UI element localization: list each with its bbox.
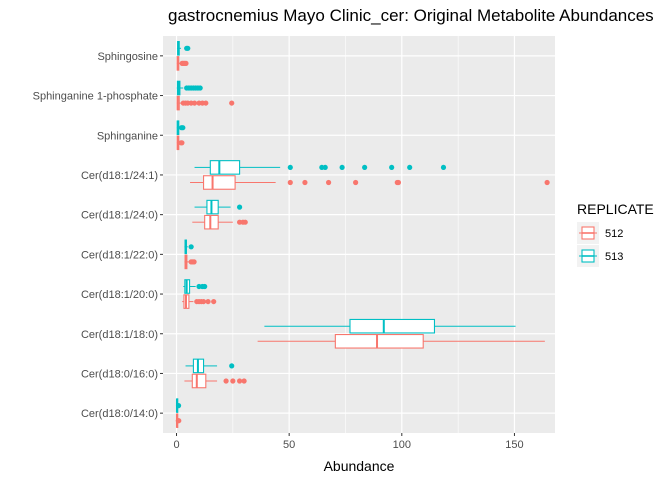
plot-panel — [163, 36, 555, 433]
box-512-5 — [192, 214, 248, 230]
legend-title: REPLICATE — [577, 201, 654, 217]
outlier-point — [236, 378, 243, 384]
box-iqr — [209, 160, 241, 175]
outlier-point — [211, 298, 217, 305]
outlier-point — [362, 164, 368, 171]
y-tick-label: Cer(d18:1/20:0) — [81, 289, 158, 301]
outlier-point — [180, 125, 186, 131]
box-513-4 — [194, 160, 447, 175]
outlier-point — [544, 179, 550, 186]
x-tick-label: 50 — [283, 439, 295, 451]
y-tick-label: Sphinganine 1-phosphate — [33, 91, 158, 103]
outlier-point — [241, 378, 247, 384]
outlier-point — [176, 418, 182, 424]
outlier-point — [407, 164, 413, 171]
y-tick-label: Cer(d18:1/24:1) — [81, 170, 158, 182]
x-axis-labels: 0 50 100 150 — [173, 433, 524, 451]
y-axis-labels: Sphingosine Sphinganine 1-phosphate Sphing… — [33, 51, 163, 420]
y-tick-label: Sphinganine — [97, 130, 158, 142]
x-tick-label: 100 — [393, 439, 411, 451]
outlier-point — [183, 60, 189, 66]
x-tick-label: 150 — [505, 439, 523, 451]
box-512-1 — [176, 56, 189, 71]
box-513-1 — [176, 41, 191, 56]
outlier-point — [223, 378, 229, 384]
box-iqr — [203, 175, 236, 190]
outlier-point — [191, 100, 198, 106]
outlier-point — [440, 164, 447, 171]
box-512-3 — [176, 135, 185, 151]
outlier-point — [197, 85, 203, 91]
box-512-4 — [190, 175, 550, 190]
outlier-point — [185, 45, 191, 51]
box-iqr — [204, 214, 219, 230]
outlier-point — [205, 298, 211, 305]
legend-key-512: 512 — [577, 222, 623, 244]
box-513-2 — [176, 80, 203, 96]
outlier-point — [203, 100, 209, 106]
box-513-9 — [185, 358, 235, 374]
y-tick-label: Cer(d18:0/16:0) — [81, 368, 158, 380]
x-tick-label: 0 — [173, 439, 179, 451]
outlier-point — [287, 164, 293, 171]
panel-background — [163, 36, 555, 433]
box-iqr — [349, 318, 436, 334]
outlier-point — [339, 164, 345, 171]
box-513-6 — [184, 239, 194, 255]
outlier-point — [353, 179, 359, 186]
chart-title: gastrocnemius Mayo Clinic_cer: Original … — [168, 6, 654, 25]
outlier-point — [325, 179, 332, 186]
outlier-point — [188, 244, 194, 250]
outlier-point — [395, 179, 402, 186]
box-513-3 — [176, 120, 186, 136]
outlier-point — [242, 219, 248, 225]
outlier-point — [230, 378, 236, 384]
y-tick-label: Cer(d18:1/18:0) — [81, 329, 158, 341]
outlier-point — [200, 298, 207, 305]
y-tick-label: Cer(d18:1/24:0) — [81, 210, 158, 222]
legend-label: 512 — [605, 228, 623, 240]
box-513-8 — [264, 318, 516, 334]
outlier-point — [179, 140, 185, 146]
box-513-5 — [194, 199, 243, 215]
legend-key-513: 513 — [577, 245, 623, 267]
box-iqr — [334, 333, 424, 349]
y-tick-label: Cer(d18:1/22:0) — [81, 249, 158, 261]
box-512-7 — [182, 294, 217, 309]
outlier-point — [236, 204, 243, 210]
outlier-point — [287, 179, 293, 186]
outlier-point — [302, 179, 308, 186]
box-513-7 — [183, 279, 208, 294]
box-512-9 — [184, 373, 247, 389]
outlier-point — [322, 164, 328, 171]
box-iqr — [191, 373, 207, 389]
box-513-10 — [175, 398, 182, 413]
box-512-8 — [257, 333, 545, 349]
legend-label: 513 — [605, 251, 623, 263]
y-tick-label: Sphingosine — [97, 51, 158, 63]
outlier-point — [191, 259, 197, 265]
outlier-point — [175, 403, 182, 409]
outlier-point — [229, 363, 235, 369]
box-512-10 — [175, 413, 182, 428]
box-512-6 — [184, 254, 197, 270]
outlier-point — [229, 100, 235, 106]
x-axis-title: Abundance — [324, 458, 395, 474]
box-iqr — [206, 199, 219, 215]
box-512-2 — [176, 95, 235, 111]
outlier-point — [202, 283, 208, 290]
outlier-point — [389, 164, 395, 171]
legend: REPLICATE 512 513 — [577, 201, 654, 267]
y-tick-label: Cer(d18:0/14:0) — [81, 408, 158, 420]
